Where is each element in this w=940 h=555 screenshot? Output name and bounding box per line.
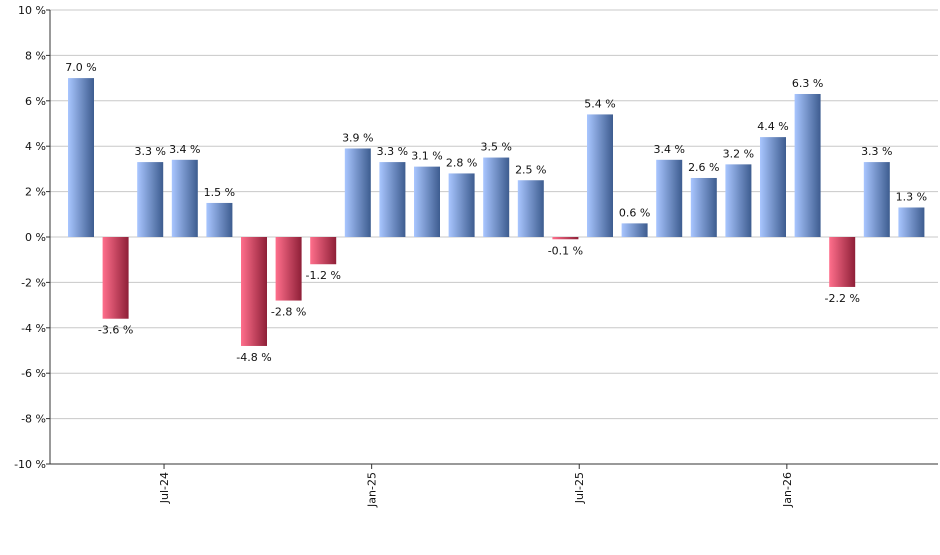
data-label: 1.5 %: [204, 186, 235, 199]
bar-positive: [690, 177, 717, 237]
y-tick-label: 10 %: [18, 4, 46, 17]
data-label: 3.3 %: [134, 145, 165, 158]
data-label: -1.2 %: [305, 269, 340, 282]
data-label: 2.5 %: [515, 163, 546, 176]
y-tick-label: -10 %: [14, 458, 46, 471]
data-label: 7.0 %: [65, 61, 96, 74]
bar-negative: [275, 237, 302, 301]
bar-positive: [863, 162, 890, 237]
bar-positive: [587, 114, 613, 237]
bar-negative: [241, 237, 267, 346]
bars: [68, 78, 925, 346]
data-label: 0.6 %: [619, 206, 650, 219]
bar-positive: [794, 93, 821, 238]
bar-positive: [379, 162, 406, 237]
data-labels: 7.0 % -3.6 % 3.3 % 3.4 % 1.5 % -4.8 % -2.8 % -1…: [65, 61, 927, 364]
x-tick-label: Jul-25: [573, 472, 586, 504]
bar-positive: [448, 173, 475, 237]
bar-positive: [206, 202, 233, 237]
bar-negative: [829, 237, 856, 287]
x-tick-label: Jan-25: [366, 472, 379, 508]
data-label: -3.6 %: [98, 324, 133, 337]
data-label: -0.1 %: [548, 244, 583, 257]
y-tick-label: 8 %: [25, 49, 46, 62]
data-label: 2.6 %: [688, 161, 719, 174]
bar-positive: [171, 159, 198, 237]
bar-positive: [483, 157, 510, 237]
bar-negative: [552, 237, 579, 240]
bar-positive: [898, 207, 925, 237]
y-tick-label: 2 %: [25, 186, 46, 199]
y-tick-label: -2 %: [21, 276, 46, 289]
bar-positive: [137, 162, 164, 237]
bar-negative: [102, 237, 129, 319]
data-label: -2.2 %: [824, 292, 859, 305]
x-tick-label: Jan-26: [781, 472, 794, 508]
data-label: 3.4 %: [653, 143, 684, 156]
data-label: 3.3 %: [377, 145, 408, 158]
data-label: 3.4 %: [169, 143, 200, 156]
bar-negative: [310, 237, 337, 265]
bar-positive: [656, 159, 683, 237]
data-label: 3.3 %: [861, 145, 892, 158]
data-label: 3.9 %: [342, 131, 373, 144]
y-tick-label: -6 %: [21, 367, 46, 380]
y-tick-label: 4 %: [25, 140, 46, 153]
data-label: 3.2 %: [723, 147, 754, 160]
data-label: 3.1 %: [411, 150, 442, 163]
y-tick-label: -4 %: [21, 322, 46, 335]
bar-positive: [760, 137, 786, 237]
bar-positive: [344, 148, 371, 237]
bar-positive: [68, 78, 94, 237]
data-label: 6.3 %: [792, 77, 823, 90]
data-label: -2.8 %: [271, 306, 306, 319]
axes: 10 % 8 % 6 % 4 % 2 % 0 % -2 % -4 % -6 % -8 % -10 %…: [14, 4, 938, 508]
data-label: -4.8 %: [236, 351, 271, 364]
data-label: 2.8 %: [446, 156, 477, 169]
bar-positive: [414, 166, 440, 237]
y-tick-label: 6 %: [25, 95, 46, 108]
y-tick-label: -8 %: [21, 413, 46, 426]
bar-positive: [725, 164, 752, 237]
data-label: 5.4 %: [584, 97, 615, 110]
data-label: 3.5 %: [480, 141, 511, 154]
x-tick-label: Jul-24: [158, 472, 171, 504]
y-tick-label: 0 %: [25, 231, 46, 244]
data-label: 4.4 %: [757, 120, 788, 133]
data-label: 1.3 %: [896, 190, 927, 203]
bar-positive: [621, 223, 648, 237]
bar-positive: [517, 180, 544, 237]
